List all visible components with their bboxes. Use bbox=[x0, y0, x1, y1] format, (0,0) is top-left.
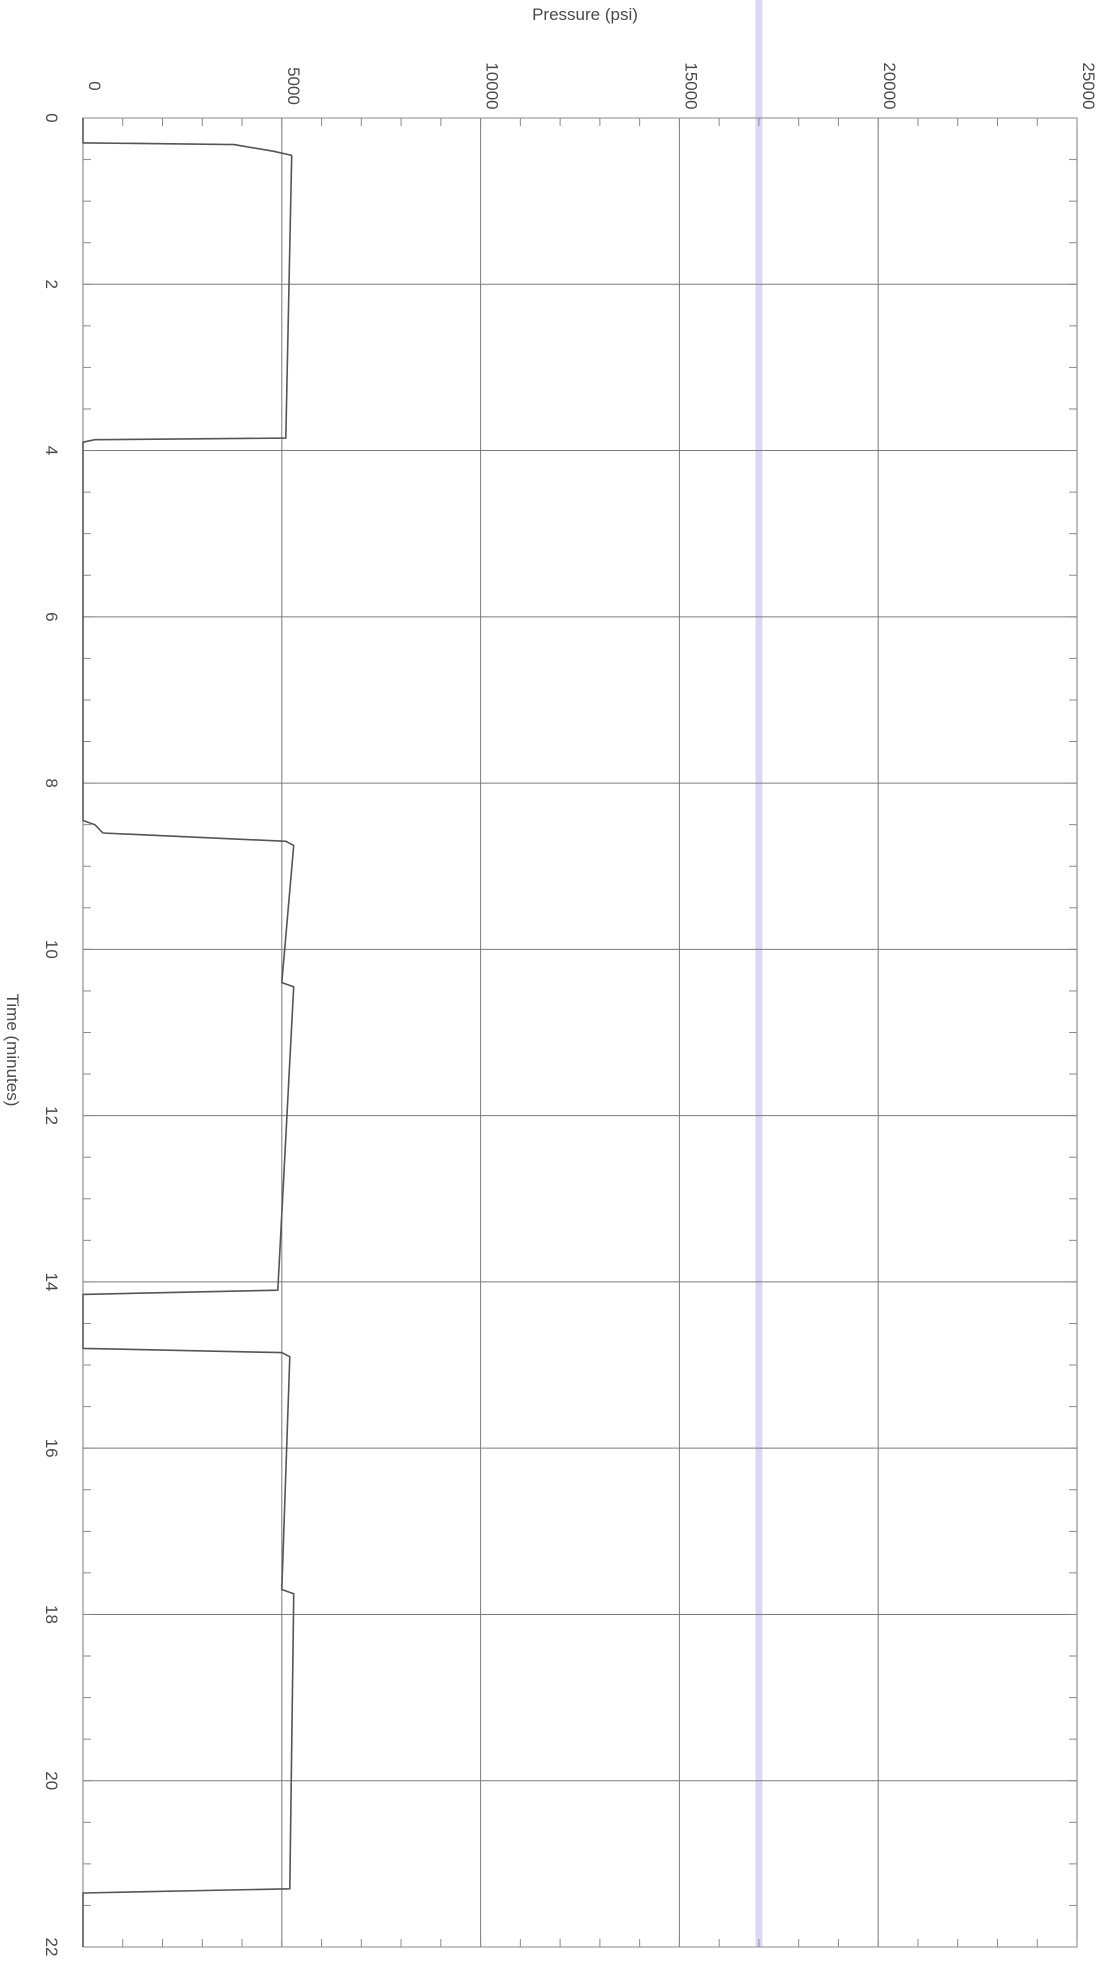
time-tick-label: 2 bbox=[42, 280, 61, 289]
data-layer bbox=[82, 118, 295, 1947]
time-axis-title: Time (minutes) bbox=[3, 994, 22, 1107]
plot-frame bbox=[82, 117, 1078, 1948]
time-tick-label: 18 bbox=[42, 1605, 61, 1624]
time-tick-label: 22 bbox=[42, 1938, 61, 1957]
pressure-tick-label: 5000 bbox=[284, 67, 303, 105]
labels-layer: 0 5000 10000 15000 20000 25000 0 2 4 6 8 10 12 14 16 18… bbox=[42, 62, 1098, 1956]
time-tick-label: 20 bbox=[42, 1771, 61, 1790]
time-tick-label: 8 bbox=[42, 778, 61, 787]
pressure-tick-label: 15000 bbox=[681, 62, 700, 109]
time-tick-label: 12 bbox=[42, 1106, 61, 1125]
time-tick-label: 14 bbox=[42, 1272, 61, 1291]
pressure-tick-label: 25000 bbox=[1079, 62, 1098, 109]
time-tick-label: 0 bbox=[42, 113, 61, 122]
time-tick-label: 16 bbox=[42, 1439, 61, 1458]
pressure-tick-label: 20000 bbox=[880, 62, 899, 109]
pressure-tick-label: 10000 bbox=[483, 62, 502, 109]
pressure-series-line bbox=[82, 118, 295, 1947]
pressure-axis-title: Pressure (psi) bbox=[532, 5, 638, 24]
time-tick-label: 10 bbox=[42, 940, 61, 959]
ticks-layer bbox=[82, 117, 1078, 1948]
grid-layer bbox=[82, 117, 1078, 1948]
time-tick-label: 6 bbox=[42, 612, 61, 621]
pressure-tick-label: 0 bbox=[85, 81, 104, 90]
time-tick-label: 4 bbox=[42, 446, 61, 455]
